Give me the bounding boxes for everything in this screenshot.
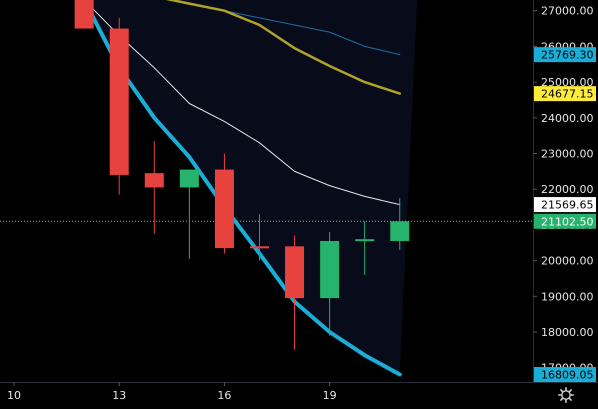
candle[interactable] (355, 221, 375, 275)
price-tick-label: 22000.00 (541, 183, 594, 196)
price-badge-label: 24677.15 (541, 88, 594, 101)
time-tick-label: 13 (112, 389, 126, 402)
price-badge-label: 21102.50 (541, 215, 594, 228)
gear-icon[interactable] (558, 387, 574, 403)
price-tick-label: 24000.00 (541, 112, 594, 125)
candle[interactable] (144, 141, 164, 234)
candle-body[interactable] (285, 246, 305, 299)
price-tick-label: 20000.00 (541, 255, 594, 268)
price-badge: 21102.50 (534, 213, 596, 229)
price-badges: 25769.30 24677.15 21569.65 21102.50 16809.05 (534, 47, 596, 383)
price-badge: 16809.05 (534, 367, 596, 383)
time-tick-label: 19 (323, 389, 337, 402)
candle[interactable] (320, 232, 340, 336)
candle-body[interactable] (179, 169, 199, 188)
moving-average-line-2[interactable] (84, 0, 402, 95)
candle-body[interactable] (109, 28, 129, 175)
price-tick-label: 19000.00 (541, 290, 594, 303)
candle-body[interactable] (214, 169, 234, 249)
candle-body[interactable] (144, 173, 164, 188)
time-axis[interactable]: 10 13 16 19 (7, 382, 337, 402)
price-badge-bg (534, 197, 596, 213)
price-tick-label: 25000.00 (541, 76, 594, 89)
moving-average-line-3[interactable] (83, 0, 401, 206)
moving-average-line-1[interactable] (84, 0, 401, 56)
price-badge-bg (534, 86, 596, 102)
candle[interactable] (249, 214, 269, 261)
price-badge-bg (534, 367, 596, 383)
price-badge-label: 25769.30 (541, 49, 594, 62)
price-badge: 24677.15 (534, 86, 596, 102)
candle[interactable] (74, 0, 94, 29)
price-tick-label: 18000.00 (541, 326, 594, 339)
price-badge-bg (534, 213, 596, 229)
price-badge: 21569.65 (534, 197, 596, 213)
candle[interactable] (214, 153, 234, 254)
candle[interactable] (179, 169, 199, 259)
price-badge-label: 21569.65 (541, 199, 594, 212)
price-badge-label: 16809.05 (541, 369, 594, 382)
price-badge: 25769.30 (534, 47, 596, 63)
candle-body[interactable] (355, 239, 375, 242)
candle[interactable] (109, 17, 129, 195)
candle[interactable] (390, 198, 410, 250)
candle-body[interactable] (390, 221, 410, 241)
moving-average-line-4[interactable] (82, 0, 402, 377)
plot-area[interactable] (0, 0, 533, 377)
candle-body[interactable] (249, 246, 269, 249)
price-badge-bg (534, 47, 596, 63)
price-tick-label: 27000.00 (541, 5, 594, 18)
time-tick-label: 10 (7, 389, 21, 402)
candle-body[interactable] (74, 0, 94, 29)
time-tick-label: 16 (217, 389, 231, 402)
candle[interactable] (285, 235, 305, 350)
candle-body[interactable] (320, 240, 340, 299)
price-tick-label: 23000.00 (541, 148, 594, 161)
